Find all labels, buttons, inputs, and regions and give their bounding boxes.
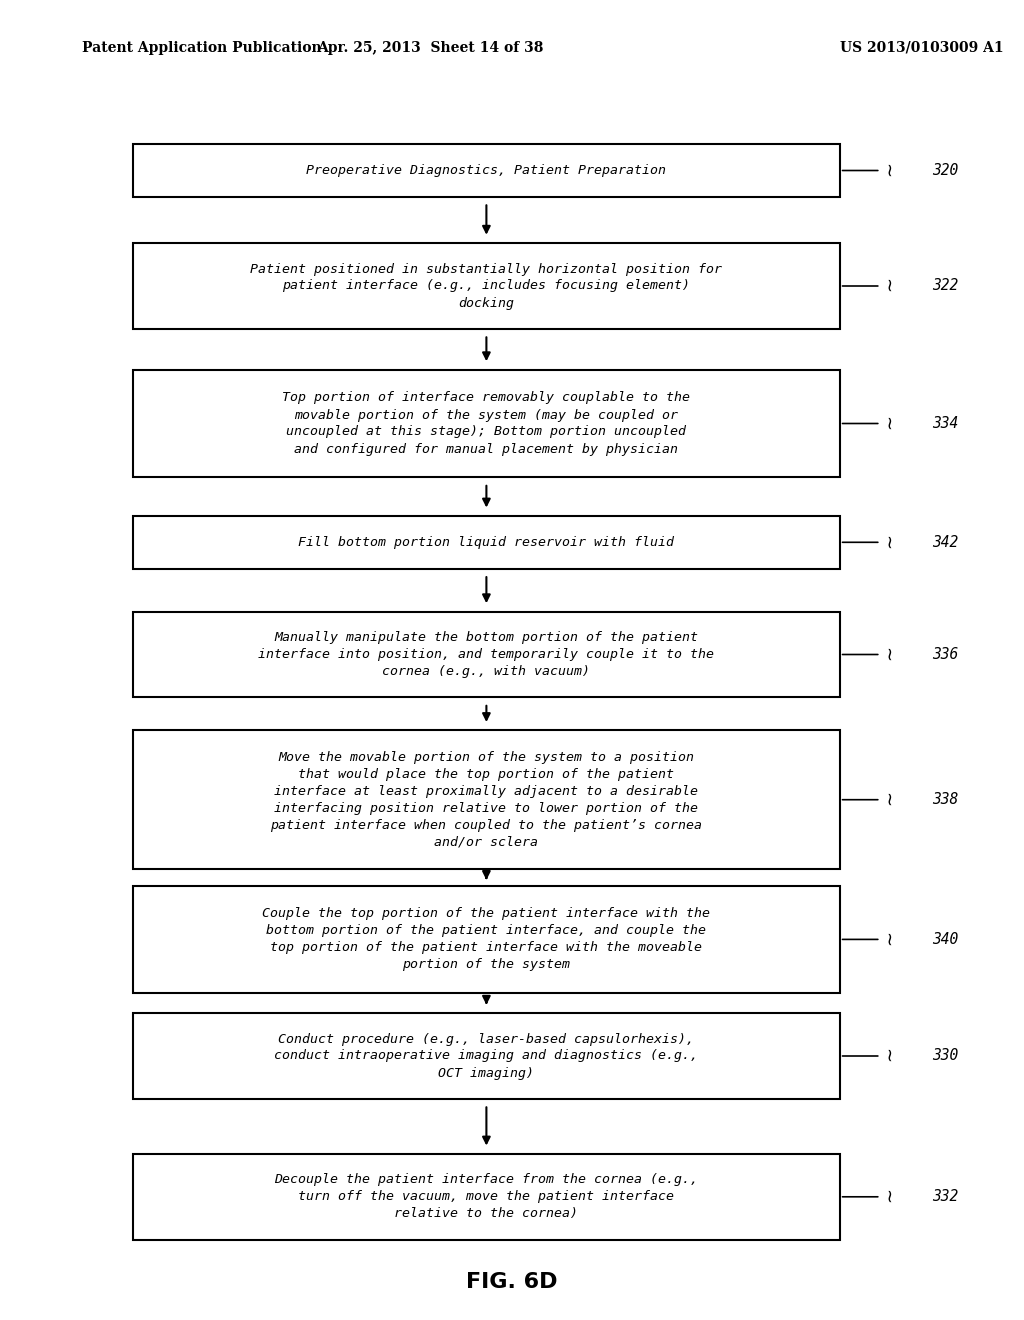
FancyBboxPatch shape: [133, 516, 840, 569]
FancyBboxPatch shape: [133, 611, 840, 697]
Text: ∼: ∼: [877, 647, 895, 663]
FancyBboxPatch shape: [133, 144, 840, 197]
FancyBboxPatch shape: [133, 730, 840, 869]
Text: ∼: ∼: [877, 279, 895, 293]
Text: ∼: ∼: [877, 416, 895, 432]
FancyBboxPatch shape: [133, 886, 840, 993]
FancyBboxPatch shape: [133, 1154, 840, 1239]
FancyBboxPatch shape: [133, 243, 840, 329]
Text: 338: 338: [932, 792, 958, 808]
Text: 340: 340: [932, 932, 958, 946]
Text: Conduct procedure (e.g., laser-based capsulorhexis),
conduct intraoperative imag: Conduct procedure (e.g., laser-based cap…: [274, 1032, 698, 1080]
Text: Patient positioned in substantially horizontal position for
patient interface (e: Patient positioned in substantially hori…: [251, 263, 722, 309]
Text: 336: 336: [932, 647, 958, 663]
Text: ∼: ∼: [877, 535, 895, 550]
Text: ∼: ∼: [877, 1189, 895, 1204]
Text: Patent Application Publication: Patent Application Publication: [82, 41, 322, 54]
FancyBboxPatch shape: [133, 1014, 840, 1098]
Text: Move the movable portion of the system to a position
that would place the top po: Move the movable portion of the system t…: [270, 751, 702, 849]
Text: US 2013/0103009 A1: US 2013/0103009 A1: [840, 41, 1004, 54]
FancyBboxPatch shape: [133, 370, 840, 478]
Text: Manually manipulate the bottom portion of the patient
interface into position, a: Manually manipulate the bottom portion o…: [258, 631, 715, 678]
Text: 330: 330: [932, 1048, 958, 1064]
Text: Couple the top portion of the patient interface with the
bottom portion of the p: Couple the top portion of the patient in…: [262, 907, 711, 972]
Text: 322: 322: [932, 279, 958, 293]
Text: Preoperative Diagnostics, Patient Preparation: Preoperative Diagnostics, Patient Prepar…: [306, 164, 667, 177]
Text: ∼: ∼: [877, 932, 895, 946]
Text: ∼: ∼: [877, 1048, 895, 1064]
Text: Decouple the patient interface from the cornea (e.g.,
turn off the vacuum, move : Decouple the patient interface from the …: [274, 1173, 698, 1220]
Text: FIG. 6D: FIG. 6D: [466, 1271, 558, 1291]
Text: Apr. 25, 2013  Sheet 14 of 38: Apr. 25, 2013 Sheet 14 of 38: [316, 41, 544, 54]
Text: ∼: ∼: [877, 162, 895, 178]
Text: Fill bottom portion liquid reservoir with fluid: Fill bottom portion liquid reservoir wit…: [298, 536, 675, 549]
Text: 332: 332: [932, 1189, 958, 1204]
Text: 334: 334: [932, 416, 958, 432]
Text: ∼: ∼: [877, 792, 895, 808]
Text: 342: 342: [932, 535, 958, 550]
Text: 320: 320: [932, 162, 958, 178]
Text: Top portion of interface removably couplable to the
movable portion of the syste: Top portion of interface removably coupl…: [283, 392, 690, 455]
